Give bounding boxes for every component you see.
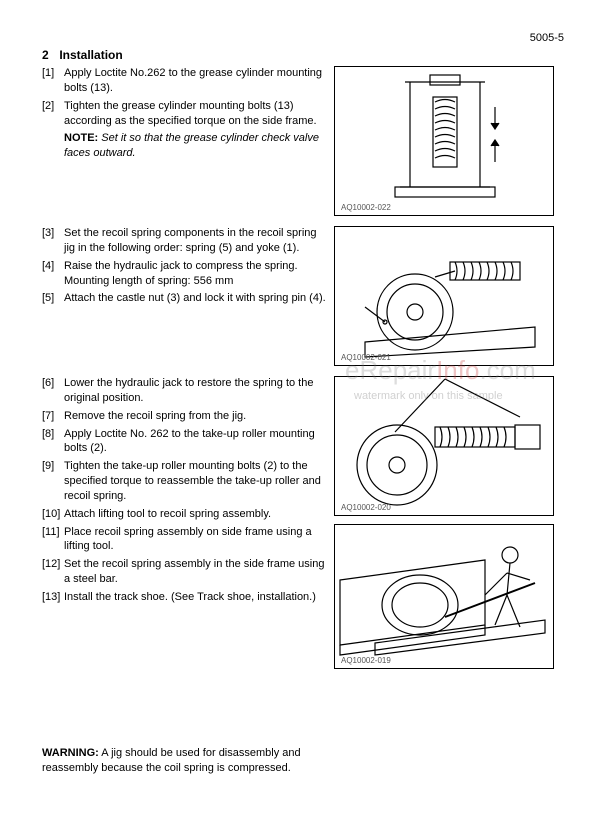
step-10: [10]Attach lifting tool to recoil spring… [42,507,328,522]
note-label: NOTE: [64,132,98,144]
figure-3-id: AQ10002-020 [341,503,391,512]
note-text: Set it so that the grease cylinder check… [64,132,319,159]
step-13: [13]Install the track shoe. (See Track s… [42,590,328,605]
page-number: 5005-5 [530,32,564,44]
figure-3-svg [335,377,553,515]
step-tag: [6] [42,376,64,406]
step-tag: [2] [42,99,64,129]
step-tag: [4] [42,259,64,289]
section-heading: 2 Installation [42,48,568,62]
step-body: Remove the recoil spring from the jig. [64,409,328,424]
step-tag: [7] [42,409,64,424]
step-body: Apply Loctite No. 262 to the take-up rol… [64,427,328,457]
step-body: Tighten the take-up roller mounting bolt… [64,459,328,504]
note: NOTE: Set it so that the grease cylinder… [42,131,328,161]
figure-4-svg [335,525,553,668]
step-1: [1] Apply Loctite No.262 to the grease c… [42,66,328,96]
step-tag: [8] [42,427,64,457]
step-tag: [3] [42,226,64,256]
step-body: Attach lifting tool to recoil spring ass… [64,507,328,522]
step-9: [9]Tighten the take-up roller mounting b… [42,459,328,504]
step-body: Raise the hydraulic jack to compress the… [64,259,328,289]
step-body: Set the recoil spring components in the … [64,226,328,256]
step-11: [11]Place recoil spring assembly on side… [42,525,328,555]
figure-2-id: AQ10002-021 [341,353,391,362]
block-3: [6]Lower the hydraulic jack to restore t… [42,376,568,669]
figure-1-svg [335,67,553,215]
step-body: Lower the hydraulic jack to restore the … [64,376,328,406]
figure-3: AQ10002-020 [334,376,554,516]
step-8: [8]Apply Loctite No. 262 to the take-up … [42,427,328,457]
step-body: Place recoil spring assembly on side fra… [64,525,328,555]
figure-4-id: AQ10002-019 [341,656,391,665]
step-tag: [13] [42,590,64,605]
figure-2-svg [335,227,553,365]
block-1: [1] Apply Loctite No.262 to the grease c… [42,66,568,216]
block-1-text: [1] Apply Loctite No.262 to the grease c… [42,66,334,216]
block-2-text: [3] Set the recoil spring components in … [42,226,334,366]
warning: WARNING: A jig should be used for disass… [42,746,334,776]
step-7: [7]Remove the recoil spring from the jig… [42,409,328,424]
step-3: [3] Set the recoil spring components in … [42,226,328,256]
figure-1-id: AQ10002-022 [341,203,391,212]
figure-2: AQ10002-021 [334,226,554,366]
figure-4: AQ10002-019 [334,524,554,669]
step-tag: [10] [42,507,64,522]
step-tag: [12] [42,557,64,587]
figure-2-col: AQ10002-021 [334,226,554,366]
step-2: [2] Tighten the grease cylinder mounting… [42,99,328,129]
step-tag: [11] [42,525,64,555]
step-body: Tighten the grease cylinder mounting bol… [64,99,328,129]
step-5: [5] Attach the castle nut (3) and lock i… [42,291,328,306]
step-6: [6]Lower the hydraulic jack to restore t… [42,376,328,406]
step-body: Apply Loctite No.262 to the grease cylin… [64,66,328,96]
warning-label: WARNING: [42,747,99,759]
step-12: [12]Set the recoil spring assembly in th… [42,557,328,587]
step-tag: [1] [42,66,64,96]
figure-1: AQ10002-022 [334,66,554,216]
step-tag: [9] [42,459,64,504]
block-3-text: [6]Lower the hydraulic jack to restore t… [42,376,334,669]
figure-3-4-col: AQ10002-020 [334,376,554,669]
step-body: Install the track shoe. (See Track shoe,… [64,590,328,605]
block-2: [3] Set the recoil spring components in … [42,226,568,366]
heading-title: Installation [59,48,122,62]
heading-number: 2 [42,48,56,62]
figure-1-col: AQ10002-022 [334,66,554,216]
step-body: Attach the castle nut (3) and lock it wi… [64,291,328,306]
step-tag: [5] [42,291,64,306]
step-4: [4] Raise the hydraulic jack to compress… [42,259,328,289]
step-body: Set the recoil spring assembly in the si… [64,557,328,587]
